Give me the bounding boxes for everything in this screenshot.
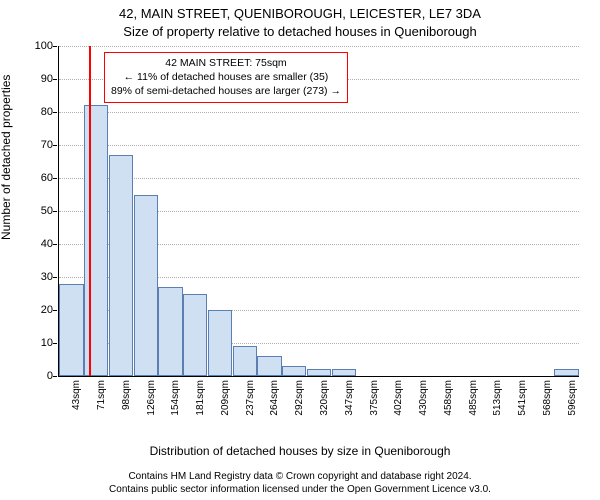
histogram-bar [109, 155, 133, 376]
histogram-bar [208, 310, 232, 376]
plot-area: 010203040506070809010043sqm71sqm98sqm126… [58, 46, 579, 377]
histogram-bar [257, 356, 281, 376]
x-tick-label: 513sqm [492, 380, 503, 420]
y-tick [53, 79, 57, 80]
y-tick [53, 277, 57, 278]
y-tick [53, 46, 57, 47]
y-tick [53, 343, 57, 344]
x-tick-label: 264sqm [269, 380, 280, 420]
x-tick-label: 347sqm [344, 380, 355, 420]
chart-container: 42, MAIN STREET, QUENIBOROUGH, LEICESTER… [0, 0, 600, 500]
x-tick-label: 154sqm [170, 380, 181, 420]
y-tick-label: 0 [47, 370, 53, 382]
x-tick-label: 430sqm [418, 380, 429, 420]
y-tick [53, 310, 57, 311]
x-tick-label: 237sqm [245, 380, 256, 420]
x-tick-label: 375sqm [369, 380, 380, 420]
y-tick [53, 211, 57, 212]
y-tick-label: 50 [41, 205, 53, 217]
property-marker-line [89, 46, 91, 376]
histogram-bar [158, 287, 182, 376]
histogram-bar [84, 105, 108, 376]
chart-title-line2: Size of property relative to detached ho… [0, 24, 600, 39]
gridline [59, 112, 579, 113]
y-tick [53, 244, 57, 245]
x-tick-label: 402sqm [393, 380, 404, 420]
histogram-bar [233, 346, 257, 376]
x-axis-label: Distribution of detached houses by size … [0, 444, 600, 458]
x-tick-label: 126sqm [146, 380, 157, 420]
y-axis-label: Number of detached properties [0, 75, 13, 240]
y-tick [53, 145, 57, 146]
y-tick-label: 80 [41, 106, 53, 118]
y-tick-label: 100 [35, 40, 53, 52]
histogram-bar [332, 369, 356, 376]
histogram-bar [307, 369, 331, 376]
footer-attribution: Contains HM Land Registry data © Crown c… [0, 470, 600, 496]
y-tick-label: 40 [41, 238, 53, 250]
x-tick-label: 596sqm [567, 380, 578, 420]
histogram-bar [282, 366, 306, 376]
gridline [59, 46, 579, 47]
y-tick [53, 112, 57, 113]
x-tick-label: 485sqm [468, 380, 479, 420]
y-tick-label: 60 [41, 172, 53, 184]
annotation-box: 42 MAIN STREET: 75sqm← 11% of detached h… [104, 52, 348, 103]
x-tick-label: 181sqm [195, 380, 206, 420]
histogram-bar [134, 195, 158, 377]
y-tick-label: 90 [41, 73, 53, 85]
chart-title-line1: 42, MAIN STREET, QUENIBOROUGH, LEICESTER… [0, 6, 600, 21]
footer-line1: Contains HM Land Registry data © Crown c… [0, 470, 600, 483]
x-tick-label: 568sqm [542, 380, 553, 420]
annotation-line-3: 89% of semi-detached houses are larger (… [111, 84, 341, 98]
annotation-line-1: 42 MAIN STREET: 75sqm [111, 56, 341, 70]
histogram-bar [59, 284, 83, 376]
annotation-line-2: ← 11% of detached houses are smaller (35… [111, 70, 341, 84]
y-tick-label: 10 [41, 337, 53, 349]
x-tick-label: 71sqm [96, 380, 107, 420]
y-tick-label: 70 [41, 139, 53, 151]
x-tick-label: 43sqm [71, 380, 82, 420]
histogram-bar [554, 369, 578, 376]
gridline [59, 145, 579, 146]
x-tick-label: 320sqm [319, 380, 330, 420]
y-tick [53, 376, 57, 377]
gridline [59, 178, 579, 179]
y-tick-label: 30 [41, 271, 53, 283]
y-tick-label: 20 [41, 304, 53, 316]
x-tick-label: 209sqm [220, 380, 231, 420]
histogram-bar [183, 294, 207, 377]
x-tick-label: 541sqm [517, 380, 528, 420]
x-tick-label: 292sqm [294, 380, 305, 420]
footer-line2: Contains public sector information licen… [0, 483, 600, 496]
x-tick-label: 98sqm [121, 380, 132, 420]
y-tick [53, 178, 57, 179]
x-tick-label: 458sqm [443, 380, 454, 420]
